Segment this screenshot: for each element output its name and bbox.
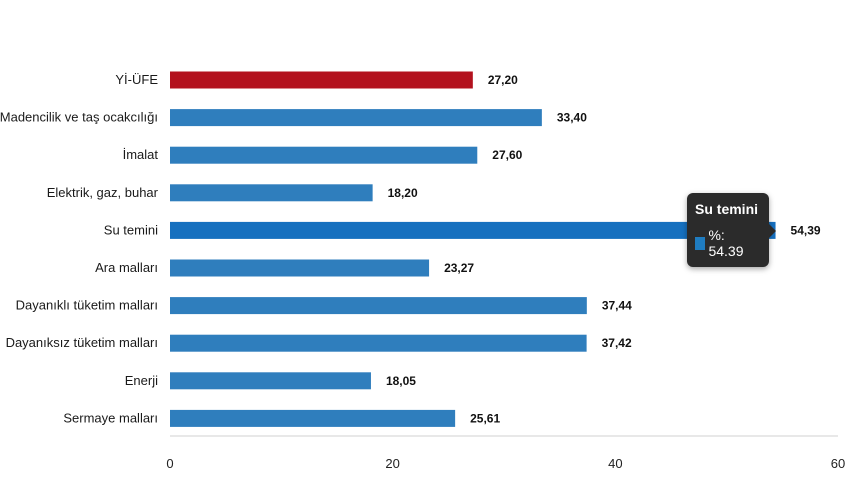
bar	[170, 71, 473, 89]
bar	[170, 184, 373, 202]
tooltip-value: %: 54.39	[708, 227, 744, 259]
value-label: 23,27	[444, 261, 474, 275]
value-label: 25,61	[470, 411, 500, 425]
value-label: 27,60	[492, 148, 522, 162]
bar	[170, 109, 542, 127]
bar	[170, 334, 587, 352]
category-label: Enerji	[125, 373, 158, 388]
value-label: 27,20	[488, 73, 518, 87]
category-label: Sermaye malları	[63, 410, 158, 425]
category-label: Yİ-ÜFE	[115, 72, 158, 87]
value-label: 18,20	[388, 186, 418, 200]
bar	[170, 259, 430, 277]
tooltip-title: Su temini	[695, 201, 759, 217]
category-label: İmalat	[123, 147, 159, 162]
value-label: 33,40	[557, 111, 587, 125]
bar	[170, 409, 456, 427]
bar	[170, 372, 371, 390]
value-label: 18,05	[386, 374, 416, 388]
x-tick-label: 40	[608, 456, 622, 471]
chart-tooltip: Su temini %: 54.39	[687, 193, 776, 267]
value-label: 37,42	[602, 336, 632, 350]
bar	[170, 221, 776, 239]
value-label: 37,44	[602, 299, 632, 313]
bar	[170, 146, 478, 164]
category-label: Elektrik, gaz, buhar	[47, 185, 159, 200]
category-label: Dayanıklı tüketim malları	[16, 298, 158, 313]
tooltip-row: %: 54.39	[695, 227, 761, 259]
category-label: Ara malları	[95, 260, 158, 275]
x-tick-label: 0	[166, 456, 173, 471]
value-label: 54,39	[791, 223, 821, 237]
bar	[170, 297, 587, 315]
x-tick-label: 60	[831, 456, 845, 471]
category-label: Madencilik ve taş ocakcılığı	[0, 110, 158, 125]
category-label: Dayanıksız tüketim malları	[6, 335, 158, 350]
tooltip-series-swatch	[695, 236, 706, 250]
x-tick-label: 20	[385, 456, 399, 471]
category-label: Su temini	[104, 222, 158, 237]
